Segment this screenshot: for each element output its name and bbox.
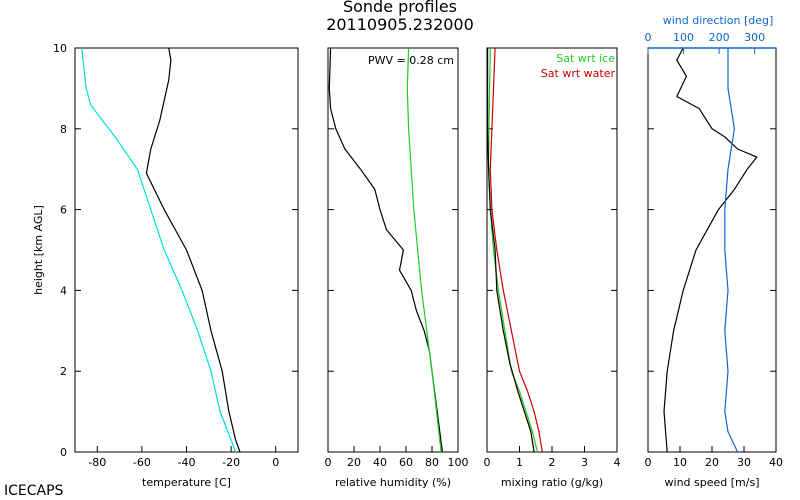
- y-tick-label: 8: [60, 123, 67, 136]
- series-line-1: [489, 47, 543, 453]
- x-tick-label: 1: [516, 456, 523, 469]
- x-tick-label: -40: [178, 456, 196, 469]
- x-tick-label: 0: [272, 456, 279, 469]
- x-tick-label: 0: [645, 456, 652, 469]
- x-axis-label: wind speed [m/s]: [665, 476, 760, 489]
- x-tick-label: 2: [549, 456, 556, 469]
- x-axis-label: temperature [C]: [142, 476, 231, 489]
- x-tick-label: 30: [737, 456, 751, 469]
- x-tick-label: 20: [705, 456, 719, 469]
- y-tick-label: 0: [60, 446, 67, 459]
- series-line-0: [663, 47, 758, 453]
- y-tick-label: 6: [60, 204, 67, 217]
- legend-entry: Sat wrt water: [541, 67, 616, 80]
- panel-relative-humidity: 0 20 40 60 80 100 relative humidity (%) PWV = 0…: [325, 47, 469, 489]
- y-tick-label: 10: [53, 42, 67, 55]
- x-tick-label: -20: [222, 456, 240, 469]
- x-tick-label: 40: [373, 456, 387, 469]
- top-axis-tick-label: 0: [645, 31, 652, 44]
- x-tick-label: -80: [88, 456, 106, 469]
- y-axis-label: height [km AGL]: [32, 205, 45, 295]
- panel-frame: [647, 47, 777, 453]
- x-tick-label: 60: [399, 456, 413, 469]
- series-line-1: [406, 47, 442, 453]
- x-tick-label: 80: [425, 456, 439, 469]
- top-axis-tick-label: 300: [744, 31, 765, 44]
- series-line-3: [487, 48, 535, 453]
- x-tick-label: 10: [673, 456, 687, 469]
- series-line-0: [145, 47, 241, 453]
- x-tick-label: 0: [325, 456, 332, 469]
- series-line-1: [724, 48, 739, 453]
- x-tick-label: 4: [614, 456, 621, 469]
- x-tick-label: 100: [448, 456, 469, 469]
- series-line-0: [328, 47, 443, 453]
- chart-title-line2: 20110905.232000: [326, 15, 474, 34]
- y-tick-label: 2: [60, 365, 67, 378]
- x-axis-label: relative humidity (%): [335, 476, 451, 489]
- top-axis-tick-label: 200: [709, 31, 730, 44]
- chart-title-line1: Sonde profiles: [343, 0, 457, 16]
- series-line-1: [81, 47, 237, 453]
- panel-mixing-ratio: 0 1 2 3 4 mixing ratio (g/kg) Sat wrt ice Sat w…: [484, 47, 621, 489]
- top-axis-label: wind direction [deg]: [663, 14, 774, 27]
- pwv-annotation: PWV = 0.28 cm: [368, 54, 454, 67]
- legend-entry: Sat wrt ice: [556, 52, 615, 65]
- x-axis-label: mixing ratio (g/kg): [501, 476, 603, 489]
- x-tick-label: -60: [133, 456, 151, 469]
- panel-wind: 0 10 20 30 40 wind speed [m/s] 0 100 200 300 wind …: [645, 14, 784, 489]
- panel-frame: [327, 47, 459, 453]
- series-line-0: [488, 47, 538, 453]
- x-tick-label: 20: [347, 456, 361, 469]
- y-tick-label: 4: [60, 284, 67, 297]
- panel-temperature: -80 -60 -40 -20 0 temperature [C] 0 2 4 6 8 10: [53, 42, 299, 489]
- panel-frame: [486, 47, 618, 453]
- x-tick-label: 40: [769, 456, 783, 469]
- top-axis-tick-label: 100: [673, 31, 694, 44]
- x-tick-label: 3: [581, 456, 588, 469]
- x-tick-label: 0: [484, 456, 491, 469]
- brand-label: ICECAPS: [4, 483, 64, 499]
